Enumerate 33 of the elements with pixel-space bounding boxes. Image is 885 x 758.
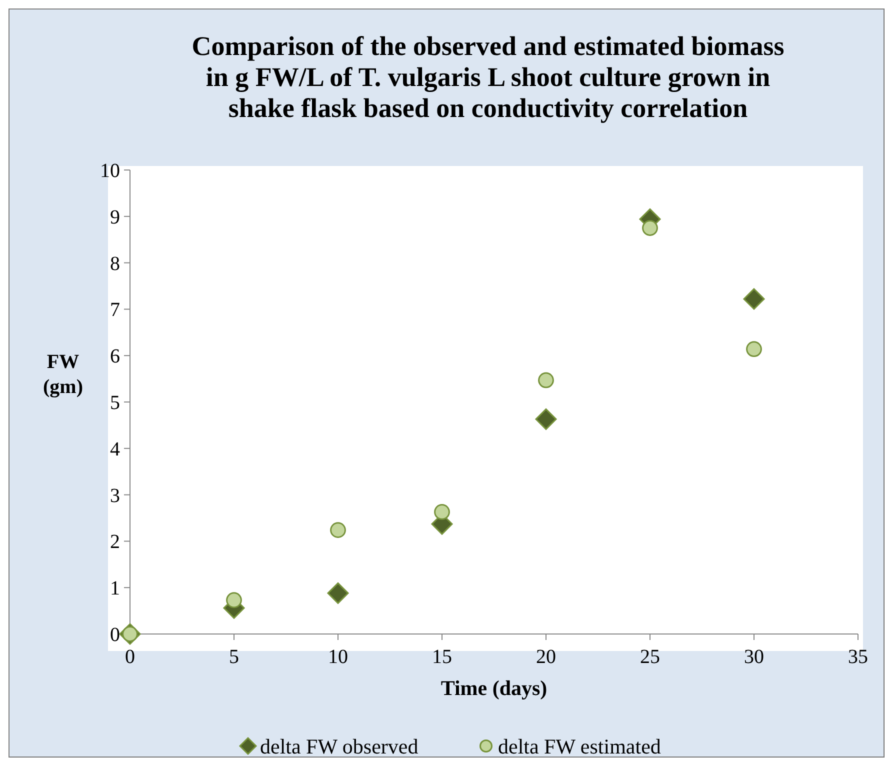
y-tick-label: 9: [110, 206, 120, 228]
x-tick-label: 25: [640, 646, 660, 668]
x-tick-label: 20: [536, 646, 556, 668]
x-tick-label: 0: [125, 646, 135, 668]
y-axis-title: FW (gm): [43, 351, 83, 398]
y-tick-label: 5: [110, 392, 120, 414]
chart-title: Comparison of the observed and estimated biomass in g FW/L of T. vulgaris L shoot culture grown in shake flask based on conductivity correlation: [192, 31, 784, 123]
y-tick-label: 2: [110, 531, 120, 554]
legend-label: delta FW estimated: [498, 734, 662, 758]
x-tick-label: 10: [328, 646, 348, 668]
y-tick-label: 1: [110, 578, 120, 600]
point: [327, 582, 349, 604]
point: [535, 408, 557, 430]
y-tick-label: 8: [110, 252, 120, 275]
y-tick-label: 3: [110, 484, 120, 507]
y-tick-label: 0: [110, 624, 120, 646]
y-tick-label: 6: [110, 346, 120, 368]
x-tick-label: 35: [848, 646, 868, 668]
legend-label: delta FW observed: [260, 734, 419, 758]
x-tick-label: 30: [744, 646, 764, 668]
point: [746, 341, 762, 358]
point: [226, 592, 242, 608]
y-tick-label: 7: [110, 299, 120, 322]
y-tick-label: 10: [100, 160, 120, 182]
y-tick-label: 4: [110, 438, 120, 460]
x-tick-label: 5: [229, 646, 239, 668]
x-axis-title: Time (days): [440, 676, 548, 700]
point: [434, 504, 450, 520]
point: [743, 288, 765, 310]
x-tick-label: 15: [432, 646, 452, 668]
point: [642, 220, 658, 236]
point: [330, 522, 346, 538]
point: [538, 372, 554, 388]
